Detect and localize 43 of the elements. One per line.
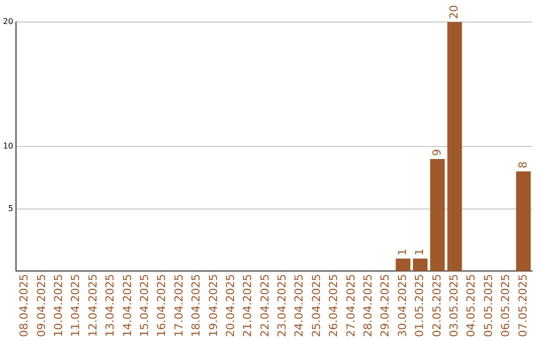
x-tick-label: 19.04.2025	[206, 274, 220, 338]
x-tick-label: 24.04.2025	[292, 274, 306, 338]
x-tick-label: 22.04.2025	[258, 274, 272, 338]
bar	[516, 171, 531, 272]
x-tick-label: 15.04.2025	[138, 274, 151, 338]
bar	[447, 22, 462, 272]
y-tick-label: 20	[2, 17, 14, 26]
x-tick-label: 06.05.2025	[499, 274, 512, 338]
bar	[412, 258, 428, 272]
data-label: 20	[447, 5, 460, 19]
x-tick-label: 03.05.2025	[447, 274, 460, 338]
y-tick-label: 10	[2, 142, 14, 151]
x-tick-label: 12.04.2025	[86, 274, 100, 338]
x-tick-label: 13.04.2025	[104, 274, 117, 338]
data-label: 9	[430, 148, 444, 156]
x-tick-label: 20.04.2025	[224, 274, 237, 338]
x-tick-label: 23.04.2025	[276, 274, 289, 338]
x-tick-label: 17.04.2025	[172, 274, 186, 338]
data-label: 8	[516, 161, 530, 168]
x-tick-label: 02.05.2025	[430, 274, 444, 338]
x-tick-label: 11.04.2025	[69, 274, 82, 338]
y-tick-label: 5	[8, 204, 14, 213]
x-tick-label: 29.04.2025	[378, 274, 392, 338]
x-tick-label: 04.05.2025	[464, 274, 478, 338]
x-tick-label: 30.04.2025	[396, 274, 409, 338]
x-tick-label: 01.05.2025	[413, 274, 426, 338]
x-tick-label: 21.04.2025	[241, 274, 254, 338]
x-tick-label: 26.04.2025	[327, 274, 340, 338]
x-tick-label: 25.04.2025	[310, 274, 323, 338]
data-label: 1	[413, 248, 426, 256]
x-tick-label: 08.04.2025	[18, 274, 31, 338]
x-tick-label: 09.04.2025	[34, 274, 48, 338]
bar	[396, 258, 410, 272]
x-tick-label: 14.04.2025	[120, 274, 134, 338]
x-tick-label: 28.04.2025	[362, 274, 375, 338]
bar	[430, 158, 445, 272]
x-tick-label: 27.04.2025	[344, 274, 358, 338]
x-tick-label: 07.05.2025	[516, 274, 530, 338]
x-tick-label: 18.04.2025	[190, 274, 203, 338]
data-label: 1	[396, 248, 409, 256]
x-tick-label: 16.04.2025	[155, 274, 168, 338]
x-tick-label: 05.05.2025	[482, 274, 495, 338]
x-tick-label: 10.04.2025	[52, 274, 66, 338]
